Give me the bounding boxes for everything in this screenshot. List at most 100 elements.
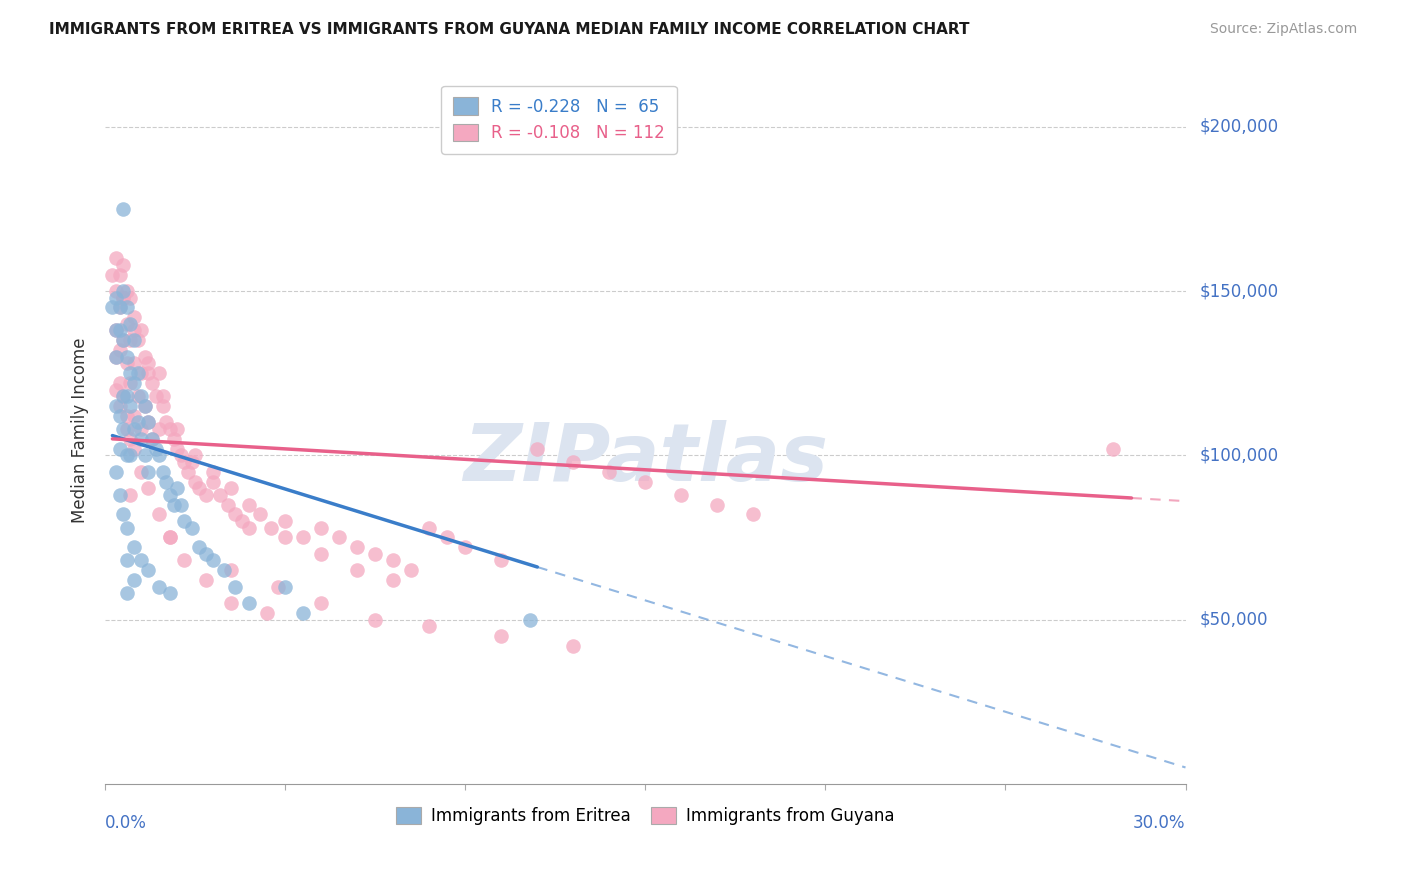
Point <box>112 389 135 403</box>
Text: $200,000: $200,000 <box>1199 118 1278 136</box>
Point <box>155 416 177 430</box>
Point <box>401 563 423 577</box>
Point <box>112 202 135 216</box>
Text: $50,000: $50,000 <box>1199 610 1268 629</box>
Point <box>224 508 246 522</box>
Point <box>122 376 145 390</box>
Point <box>454 541 477 555</box>
Point <box>112 291 135 305</box>
Point <box>134 399 156 413</box>
Point <box>108 323 131 337</box>
Point <box>598 465 620 479</box>
Point <box>382 553 405 567</box>
Point <box>159 586 181 600</box>
Text: $100,000: $100,000 <box>1199 446 1278 464</box>
Point <box>112 508 135 522</box>
Point <box>134 448 156 462</box>
Point <box>112 258 135 272</box>
Point <box>141 376 163 390</box>
Point <box>127 416 149 430</box>
Point <box>129 553 152 567</box>
Point <box>122 333 145 347</box>
Text: $150,000: $150,000 <box>1199 282 1278 300</box>
Point <box>166 442 188 456</box>
Point <box>108 399 131 413</box>
Point <box>122 573 145 587</box>
Point <box>115 422 138 436</box>
Point <box>224 580 246 594</box>
Point <box>105 383 128 397</box>
Point <box>115 350 138 364</box>
Point <box>634 475 657 489</box>
Point <box>115 284 138 298</box>
Text: 0.0%: 0.0% <box>105 814 148 832</box>
Point <box>115 520 138 534</box>
Point <box>309 596 333 610</box>
Point <box>129 366 152 380</box>
Point <box>562 455 585 469</box>
Point <box>180 520 202 534</box>
Point <box>108 301 131 315</box>
Point <box>418 619 440 633</box>
Point <box>108 409 131 423</box>
Point <box>105 350 128 364</box>
Point <box>120 432 142 446</box>
Point <box>138 563 160 577</box>
Point <box>1102 442 1125 456</box>
Text: 30.0%: 30.0% <box>1133 814 1185 832</box>
Point <box>195 573 218 587</box>
Point <box>382 573 405 587</box>
Point <box>209 488 232 502</box>
Point <box>219 596 242 610</box>
Point <box>105 323 128 337</box>
Point <box>105 399 128 413</box>
Point <box>274 580 297 594</box>
Point <box>129 422 152 436</box>
Point <box>122 310 145 325</box>
Point <box>145 442 167 456</box>
Text: Source: ZipAtlas.com: Source: ZipAtlas.com <box>1209 22 1357 37</box>
Point <box>101 268 124 282</box>
Point <box>170 448 193 462</box>
Point <box>212 563 235 577</box>
Point <box>134 399 156 413</box>
Point <box>162 498 184 512</box>
Point <box>105 251 128 265</box>
Point <box>706 498 728 512</box>
Point <box>141 432 163 446</box>
Point <box>180 455 202 469</box>
Point <box>108 376 131 390</box>
Point <box>152 399 174 413</box>
Point <box>138 465 160 479</box>
Point <box>120 317 142 331</box>
Point <box>202 465 225 479</box>
Point <box>187 481 209 495</box>
Point <box>105 291 128 305</box>
Point <box>231 514 253 528</box>
Point <box>115 301 138 315</box>
Point <box>219 563 242 577</box>
Point <box>436 530 458 544</box>
Point <box>120 399 142 413</box>
Point <box>148 580 170 594</box>
Point <box>127 389 149 403</box>
Point <box>184 475 207 489</box>
Point <box>238 596 260 610</box>
Point <box>122 442 145 456</box>
Point <box>418 520 440 534</box>
Point <box>184 448 207 462</box>
Point <box>127 366 149 380</box>
Legend: Immigrants from Eritrea, Immigrants from Guyana: Immigrants from Eritrea, Immigrants from… <box>389 800 901 832</box>
Point <box>267 580 290 594</box>
Point <box>129 432 152 446</box>
Point <box>105 323 128 337</box>
Point <box>112 422 135 436</box>
Point <box>108 442 131 456</box>
Point <box>238 498 260 512</box>
Point <box>491 629 513 643</box>
Point <box>152 465 174 479</box>
Point <box>112 284 135 298</box>
Point <box>162 432 184 446</box>
Point <box>526 442 548 456</box>
Point <box>134 350 156 364</box>
